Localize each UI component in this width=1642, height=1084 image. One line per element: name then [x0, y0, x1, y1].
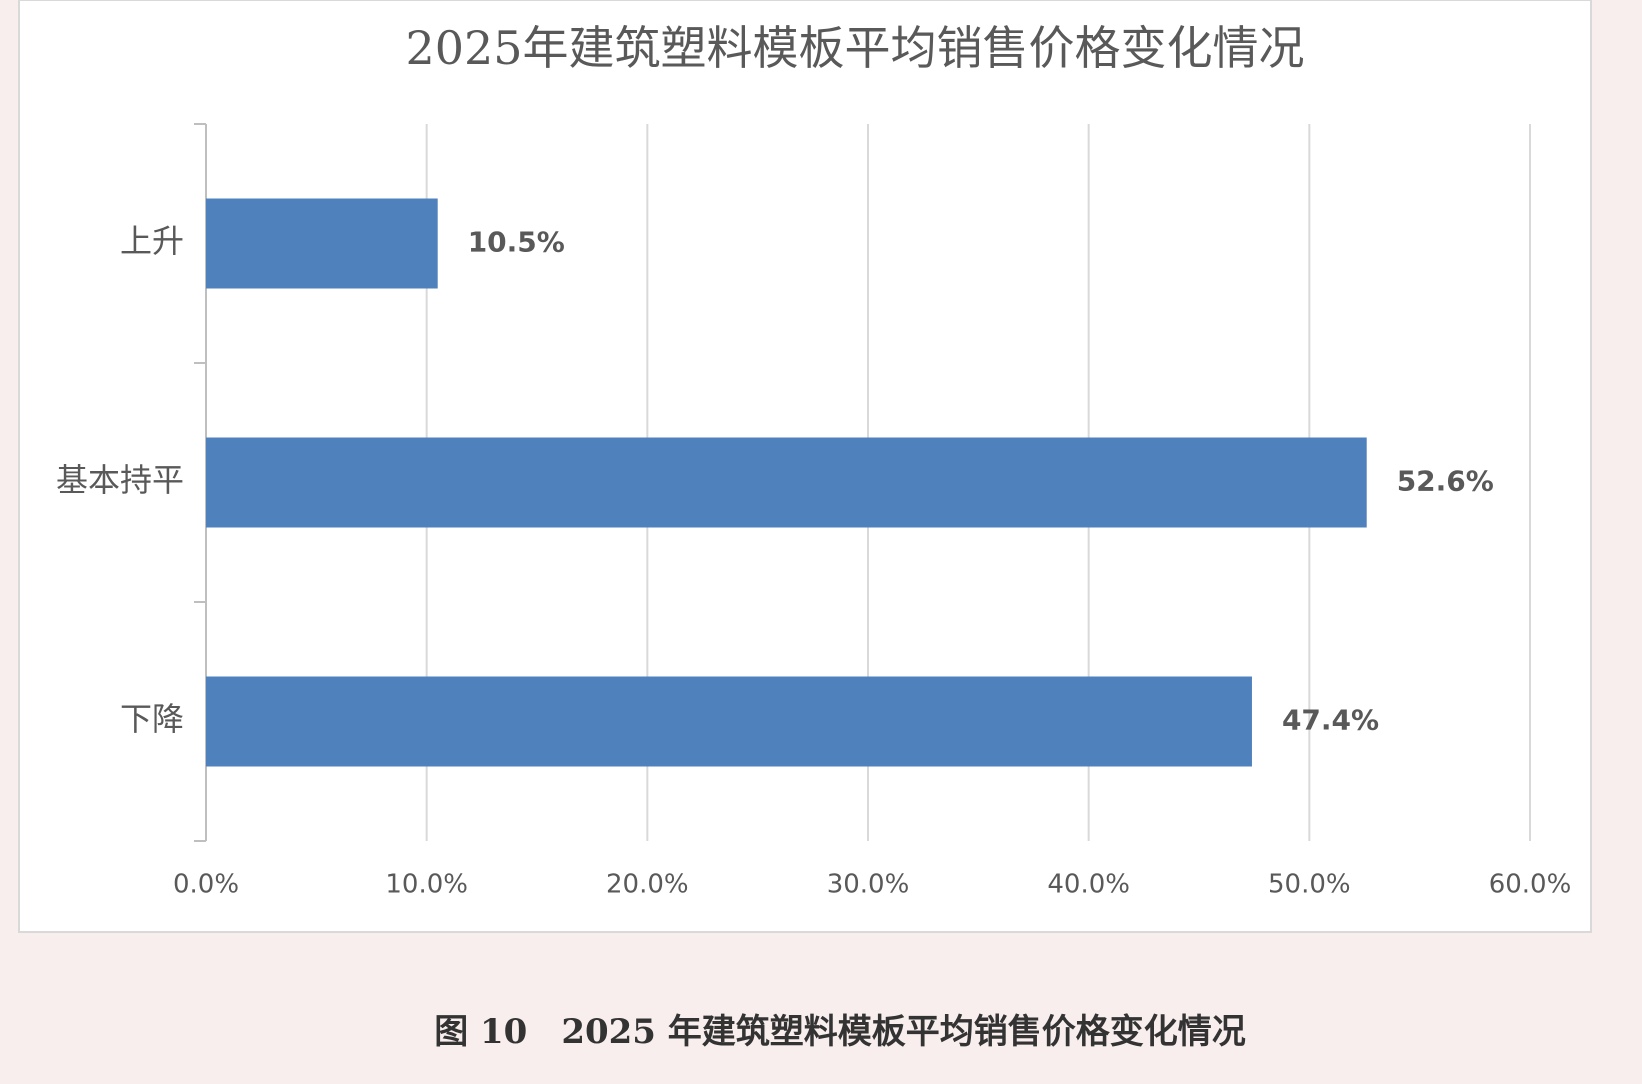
y-tick-label: 下降 [120, 700, 184, 738]
bar [206, 198, 438, 289]
x-tick-label: 40.0% [1047, 870, 1130, 900]
y-tick-label: 基本持平 [56, 461, 184, 499]
y-tick-label: 上升 [120, 222, 184, 260]
x-tick-label: 20.0% [606, 870, 689, 900]
value-label: 47.4% [1282, 704, 1379, 737]
x-tick-label: 0.0% [173, 870, 239, 900]
x-tick-label: 60.0% [1489, 870, 1572, 900]
caption: 图 10 2025 年建筑塑料模板平均销售价格变化情况 [434, 1012, 1246, 1052]
x-tick-label: 50.0% [1268, 870, 1351, 900]
bar [206, 437, 1367, 528]
bar [206, 676, 1252, 767]
x-tick-label: 30.0% [827, 870, 910, 900]
x-tick-label: 10.0% [385, 870, 468, 900]
chart-title: 2025年建筑塑料模板平均销售价格变化情况 [405, 21, 1304, 75]
value-label: 10.5% [468, 226, 565, 259]
value-label: 52.6% [1397, 465, 1494, 498]
